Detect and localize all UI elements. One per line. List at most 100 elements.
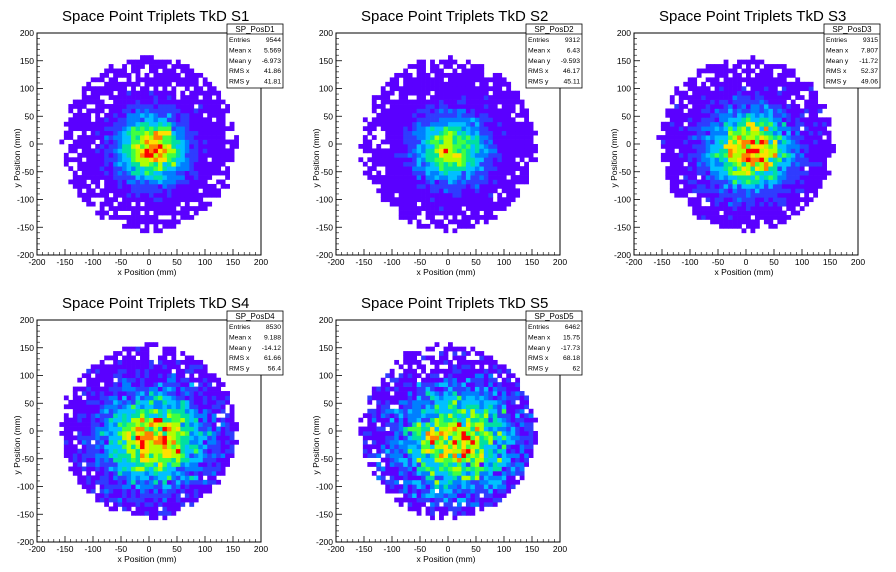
histogram-bin bbox=[126, 408, 132, 414]
histogram-bin bbox=[692, 161, 698, 167]
histogram-bin bbox=[528, 121, 534, 127]
histogram-bin bbox=[108, 435, 114, 441]
histogram-bin bbox=[488, 99, 494, 105]
histogram-bin bbox=[416, 502, 422, 507]
histogram-bin bbox=[184, 117, 190, 123]
histogram-bin bbox=[506, 99, 512, 105]
histogram-bin bbox=[443, 112, 449, 118]
histogram-bin bbox=[162, 484, 168, 490]
histogram-bin bbox=[157, 422, 163, 427]
histogram-bin bbox=[104, 161, 110, 167]
histogram-bin bbox=[448, 166, 453, 171]
histogram-bin bbox=[180, 104, 186, 109]
histogram-bin bbox=[669, 126, 675, 132]
histogram-bin bbox=[524, 112, 529, 118]
histogram-bin bbox=[813, 139, 819, 145]
histogram-bin bbox=[746, 104, 751, 109]
histogram-bin bbox=[149, 77, 154, 83]
histogram-bin bbox=[474, 502, 480, 507]
histogram-bin bbox=[403, 126, 409, 132]
histogram-bin bbox=[692, 206, 698, 211]
histogram-bin bbox=[180, 484, 186, 490]
histogram-bin bbox=[474, 112, 480, 118]
histogram-bin bbox=[157, 210, 163, 216]
histogram-bin bbox=[412, 144, 417, 149]
histogram-bin bbox=[394, 479, 400, 485]
histogram-bin bbox=[483, 175, 489, 180]
histogram-bin bbox=[166, 497, 172, 503]
histogram-bin bbox=[189, 135, 195, 140]
histogram-bin bbox=[687, 99, 693, 105]
histogram-bin bbox=[135, 444, 141, 450]
histogram-bin bbox=[723, 183, 729, 189]
histogram-bin bbox=[723, 90, 729, 96]
histogram-bin bbox=[465, 201, 471, 207]
histogram-bin bbox=[140, 373, 145, 379]
histogram-bin bbox=[166, 223, 172, 229]
histogram-bin bbox=[193, 444, 199, 450]
histogram-bin bbox=[126, 502, 132, 507]
histogram-bin bbox=[99, 431, 105, 436]
histogram-bin bbox=[434, 206, 440, 211]
histogram-bin bbox=[488, 183, 494, 189]
histogram-bin bbox=[90, 139, 96, 145]
histogram-bin bbox=[175, 64, 181, 69]
y-tick-label: 50 bbox=[25, 398, 35, 408]
histogram-bin bbox=[479, 201, 485, 207]
histogram-bin bbox=[781, 166, 787, 171]
histogram-bin bbox=[180, 157, 186, 163]
histogram-bin bbox=[817, 144, 823, 149]
histogram-bin bbox=[701, 215, 707, 220]
histogram-bin bbox=[77, 470, 83, 476]
histogram-bin bbox=[737, 148, 742, 154]
histogram-bin bbox=[108, 422, 114, 427]
histogram-bin bbox=[492, 108, 498, 114]
histogram-bin bbox=[737, 166, 742, 171]
histogram-bin bbox=[430, 117, 435, 123]
histogram-bin bbox=[678, 148, 684, 154]
histogram-bin bbox=[153, 386, 159, 392]
histogram-bin bbox=[144, 417, 150, 423]
histogram-bin bbox=[131, 64, 136, 69]
histogram-bin bbox=[367, 144, 373, 149]
histogram-bin bbox=[412, 192, 417, 198]
histogram-bin bbox=[362, 148, 368, 154]
histogram-bin bbox=[171, 346, 177, 352]
histogram-bin bbox=[754, 215, 760, 220]
histogram-bin bbox=[166, 377, 172, 383]
histogram-bin bbox=[122, 479, 127, 485]
histogram-bin bbox=[456, 510, 462, 516]
histogram-bin bbox=[425, 188, 431, 194]
histogram-bin bbox=[826, 117, 832, 123]
histogram-bin bbox=[826, 170, 832, 176]
histogram-bin bbox=[144, 395, 150, 401]
histogram-bin bbox=[108, 488, 114, 494]
histogram-bin bbox=[474, 197, 480, 203]
histogram-bin bbox=[376, 95, 382, 100]
histogram-bin bbox=[95, 368, 101, 374]
histogram-bin bbox=[737, 188, 742, 194]
histogram-bin bbox=[113, 68, 118, 74]
histogram-bin bbox=[135, 510, 141, 516]
histogram-bin bbox=[166, 117, 172, 123]
histogram-bin bbox=[229, 444, 235, 450]
histogram-bin bbox=[72, 117, 78, 123]
histogram-bin bbox=[723, 215, 729, 220]
histogram-bin bbox=[175, 417, 181, 423]
histogram-bin bbox=[795, 112, 801, 118]
histogram-bin bbox=[135, 64, 141, 69]
histogram-bin bbox=[211, 157, 217, 163]
histogram-bin bbox=[687, 148, 693, 154]
histogram-bin bbox=[714, 219, 720, 225]
histogram-bin bbox=[461, 179, 467, 185]
histogram-bin bbox=[723, 130, 729, 136]
histogram-bin bbox=[153, 431, 159, 436]
stats-row-value: 8530 bbox=[266, 324, 281, 331]
histogram-bin bbox=[86, 157, 92, 163]
histogram-bin bbox=[99, 90, 105, 96]
histogram-bin bbox=[166, 484, 172, 490]
histogram-bin bbox=[434, 497, 440, 503]
histogram-bin bbox=[99, 108, 105, 114]
histogram-bin bbox=[193, 395, 199, 401]
histogram-bin bbox=[448, 175, 453, 180]
